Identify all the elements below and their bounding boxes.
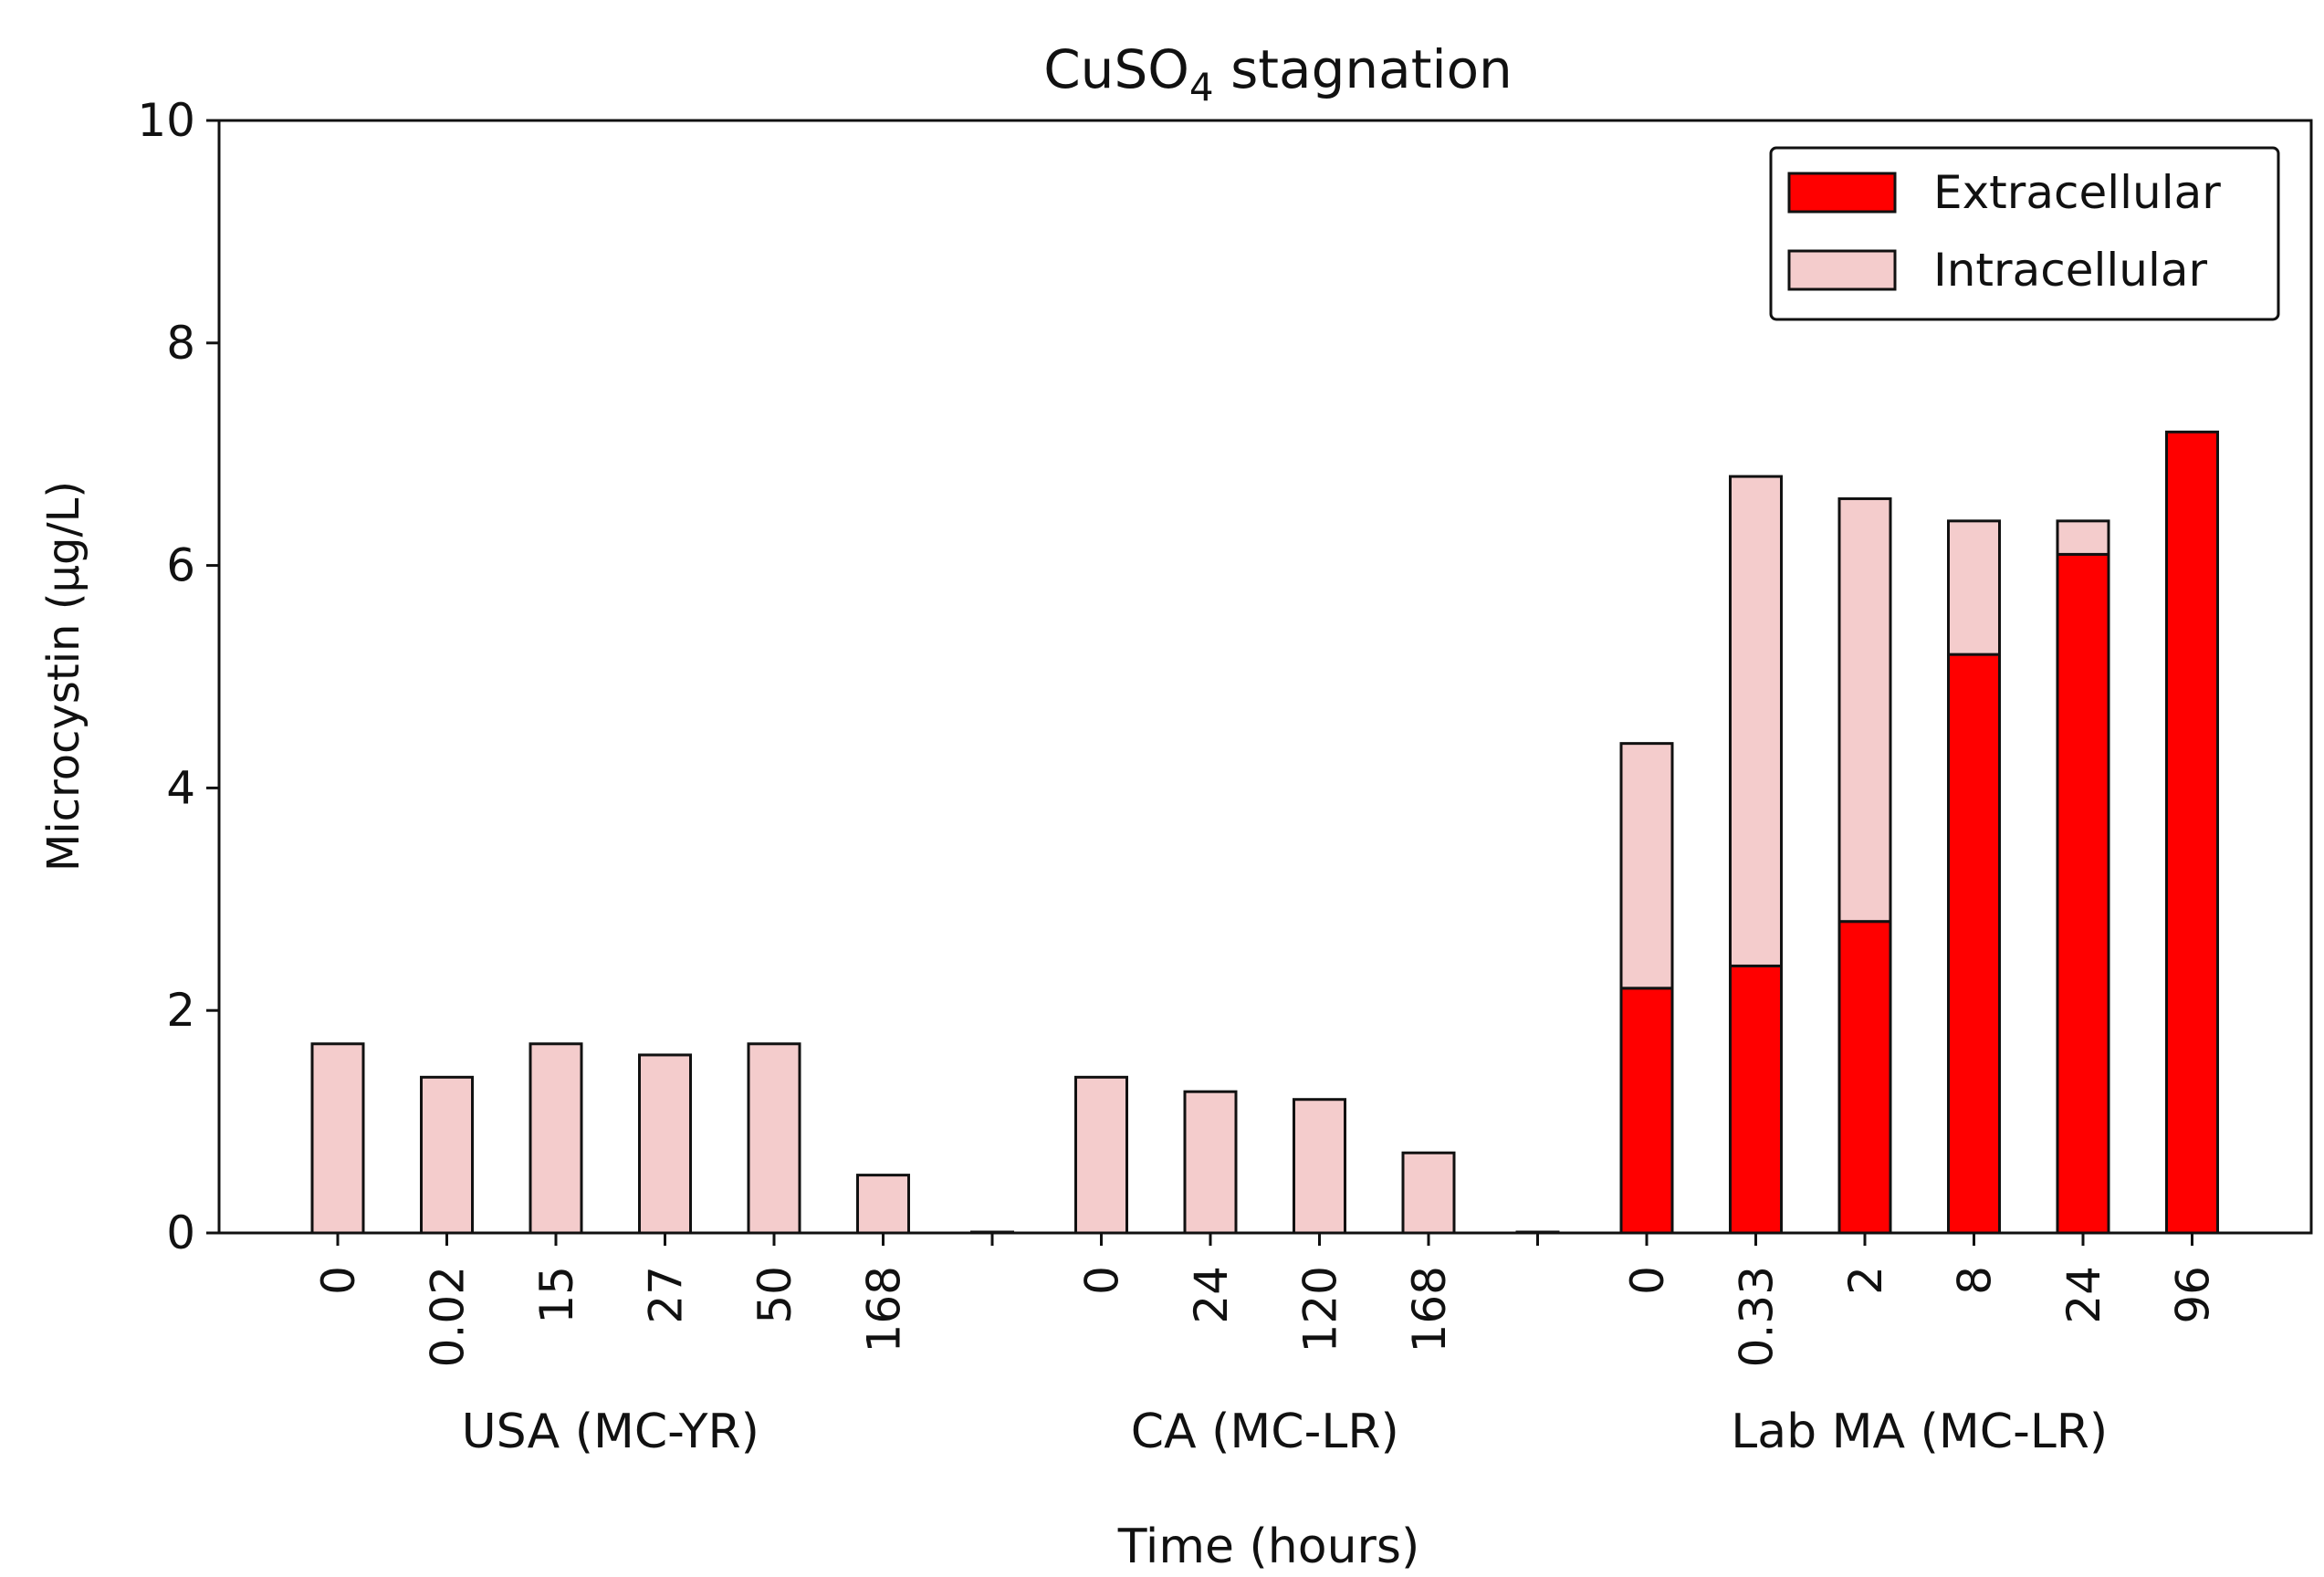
legend: Extracellular Intracellular <box>1769 146 2280 321</box>
bar-intracellular <box>1401 1151 1456 1235</box>
x-tick-label: 15 <box>530 1266 583 1324</box>
x-tick-label: 0 <box>312 1266 365 1295</box>
x-tick-label: 24 <box>1185 1266 1238 1324</box>
bar-intracellular <box>1619 742 1674 990</box>
bar-intracellular <box>529 1042 583 1235</box>
x-tick-label: 50 <box>748 1266 801 1324</box>
legend-label-extracellular: Extracellular <box>1933 166 2221 219</box>
group-labels: USA (MC-YR) CA (MC-LR) Lab MA (MC-LR) <box>462 1405 2109 1459</box>
bar-intracellular <box>1074 1075 1128 1235</box>
x-tick-label: 96 <box>2167 1266 2220 1324</box>
y-tick-label: 10 <box>137 94 195 147</box>
bar-extracellular <box>2165 430 2219 1235</box>
y-axis: 0 2 4 6 8 10 <box>137 94 219 1259</box>
bar-intracellular <box>1947 519 2001 656</box>
group-label: CA (MC-LR) <box>1131 1405 1399 1459</box>
group-label: Lab MA (MC-LR) <box>1731 1405 2108 1459</box>
bar-extracellular <box>2056 552 2110 1235</box>
bar-intracellular <box>2056 519 2110 556</box>
bar-intracellular <box>1293 1098 1346 1235</box>
legend-swatch-extracellular <box>1787 172 1897 214</box>
legend-label-intracellular: Intracellular <box>1933 244 2207 297</box>
bar-intracellular <box>1183 1090 1238 1235</box>
x-tick-label: 8 <box>1949 1266 2002 1295</box>
bar-extracellular <box>1619 987 1674 1235</box>
y-tick-label: 8 <box>166 317 195 370</box>
y-tick-label: 2 <box>166 984 195 1037</box>
x-tick-label: 168 <box>1403 1266 1456 1352</box>
y-axis-label: Microcystin (μg/L) <box>38 481 89 872</box>
x-axis: 0 0.02 15 27 50 168 0 24 120 168 0 0.33 2 8 24 96 <box>312 1233 2220 1367</box>
x-axis-label: Time (hours) <box>1117 1520 1420 1574</box>
x-tick-label: 0 <box>1076 1266 1129 1295</box>
bar-extracellular <box>1837 920 1892 1235</box>
bar-intracellular <box>420 1075 474 1235</box>
group-label: USA (MC-YR) <box>462 1405 759 1459</box>
bar-extracellular <box>1729 964 1783 1235</box>
bar-intracellular <box>747 1042 801 1235</box>
legend-box <box>1769 146 2280 321</box>
bar-intracellular <box>310 1042 365 1235</box>
y-tick-label: 0 <box>166 1206 195 1259</box>
chart-title: CuSO4 stagnation <box>1043 38 1513 110</box>
x-tick-label: 27 <box>640 1266 693 1324</box>
y-tick-label: 4 <box>166 761 195 814</box>
legend-swatch-intracellular <box>1787 249 1897 291</box>
bar-intracellular <box>1729 475 1783 967</box>
x-tick-label: 0.33 <box>1731 1266 1784 1367</box>
bar-series <box>310 430 2219 1235</box>
x-tick-label: 0 <box>1621 1266 1674 1295</box>
x-tick-label: 120 <box>1294 1266 1347 1352</box>
bar-extracellular <box>1947 653 2001 1235</box>
x-tick-label: 168 <box>858 1266 911 1352</box>
x-tick-label: 2 <box>1839 1266 1892 1295</box>
x-tick-label: 24 <box>2057 1266 2110 1324</box>
bar-intracellular <box>638 1053 692 1235</box>
bar-intracellular <box>856 1174 910 1235</box>
x-tick-label: 0.02 <box>422 1266 475 1367</box>
bar-intracellular <box>1837 496 1892 924</box>
y-tick-label: 6 <box>166 539 195 592</box>
